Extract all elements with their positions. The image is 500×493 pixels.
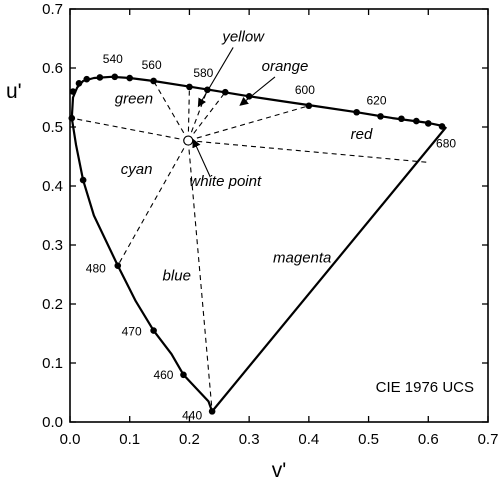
white-point-label: white point [189, 173, 262, 190]
wavelength-point [69, 88, 77, 95]
y-tick-label: 0.2 [42, 296, 63, 313]
callout-arrow [239, 76, 276, 106]
y-tick-label: 0.5 [42, 119, 63, 136]
dominant-wavelength-line [187, 86, 190, 141]
wavelength-label: 540 [103, 52, 123, 66]
dominant-wavelength-line [188, 105, 310, 142]
x-tick-label: 0.0 [60, 431, 81, 448]
y-tick-label: 0.4 [42, 178, 63, 195]
region-label-magenta: magenta [273, 250, 331, 267]
wavelength-label: 460 [153, 368, 173, 382]
y-tick-label: 0.6 [42, 60, 63, 77]
wavelength-point [83, 75, 91, 83]
wavelength-point [377, 113, 384, 120]
dominant-wavelength-line [188, 140, 429, 163]
wavelength-label: 480 [86, 262, 106, 276]
wavelength-point [96, 74, 104, 81]
wavelength-point [438, 123, 446, 130]
plot-frame [69, 8, 489, 423]
wavelength-point [424, 120, 432, 127]
chart-annotation: CIE 1976 UCS [376, 379, 474, 396]
wavelength-point [398, 115, 405, 123]
x-axis-title: v' [272, 459, 287, 482]
wavelength-label: 600 [295, 83, 315, 97]
dominant-wavelength-line [187, 89, 208, 141]
wavelength-point [150, 327, 157, 334]
line-of-purples [211, 126, 448, 413]
x-tick-label: 0.5 [358, 431, 379, 448]
x-tick-label: 0.2 [179, 431, 200, 448]
spectral-locus-curve [70, 75, 443, 412]
wavelength-point [68, 114, 76, 122]
wavelength-point [150, 77, 157, 85]
y-tick-label: 0.0 [42, 414, 63, 431]
wavelength-point [75, 80, 83, 87]
x-tick-label: 0.7 [478, 431, 499, 448]
wavelength-label: 680 [436, 136, 456, 150]
wavelength-point [111, 73, 119, 81]
dominant-wavelength-line [71, 117, 189, 142]
y-axis-title: u' [6, 80, 22, 103]
wavelength-point [180, 371, 187, 379]
wavelength-point [353, 108, 360, 116]
white-point-marker [183, 135, 194, 146]
white-point-arrow [192, 138, 211, 178]
wavelength-label: 440 [182, 408, 202, 422]
x-tick-label: 0.6 [418, 431, 439, 448]
wavelength-point [79, 176, 87, 184]
y-tick-label: 0.1 [42, 355, 63, 372]
wavelength-point [114, 262, 122, 269]
x-tick-label: 0.4 [298, 431, 319, 448]
x-tick-label: 0.1 [119, 431, 140, 448]
wavelength-point [305, 102, 313, 110]
dominant-wavelength-line [187, 91, 226, 141]
x-tick-label: 0.3 [239, 431, 260, 448]
dominant-wavelength-line [153, 80, 189, 141]
region-label-green: green [115, 90, 153, 107]
callout-arrow [197, 47, 234, 108]
y-tick-label: 0.7 [42, 1, 63, 18]
wavelength-label: 580 [193, 66, 213, 80]
region-label-blue: blue [163, 267, 191, 284]
y-tick-label: 0.3 [42, 237, 63, 254]
wavelength-label: 620 [367, 93, 387, 107]
wavelength-label: 560 [142, 58, 162, 72]
wavelength-point [221, 88, 229, 96]
wavelength-point [126, 74, 134, 82]
wavelength-point [413, 117, 420, 125]
wavelength-point [186, 83, 193, 91]
region-label-red: red [351, 126, 373, 143]
dominant-wavelength-line [117, 140, 189, 266]
region-label-cyan: cyan [121, 161, 153, 178]
wavelength-point [208, 408, 216, 415]
dominant-wavelength-line [187, 140, 213, 412]
callout-label-yellow: yellow [221, 28, 265, 45]
callout-label-orange: orange [262, 58, 309, 75]
wavelength-label: 470 [122, 325, 142, 339]
